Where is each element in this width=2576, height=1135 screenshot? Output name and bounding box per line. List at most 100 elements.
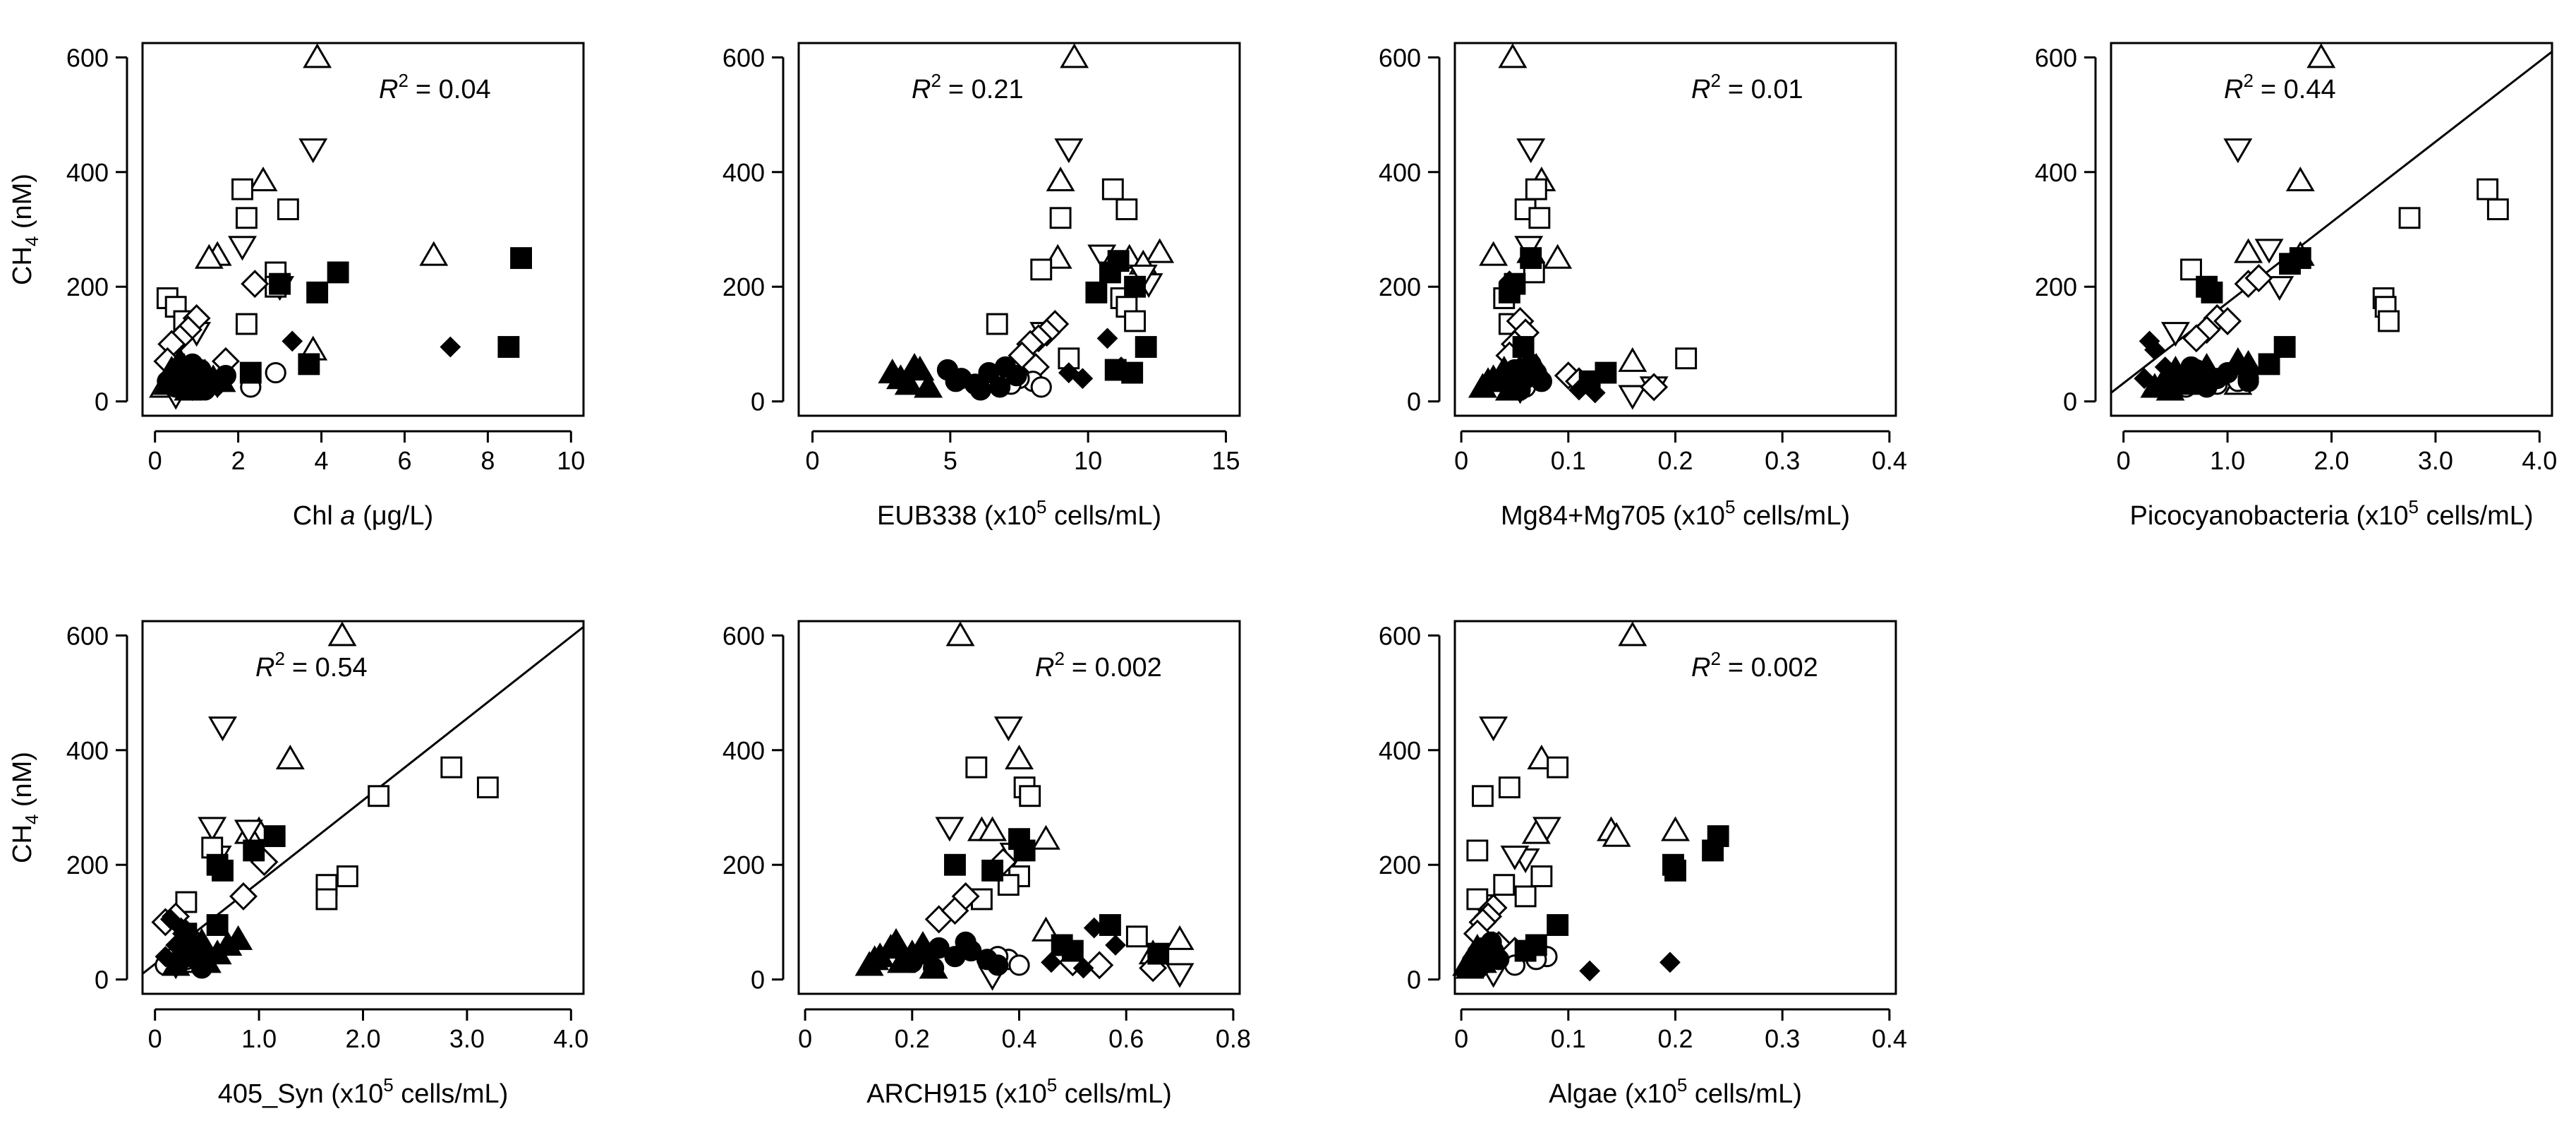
point-filled-square (298, 353, 320, 376)
point-open-square (1493, 874, 1516, 896)
point-open-up-triangle (2306, 43, 2336, 68)
point-open-up-triangle (1479, 241, 1508, 266)
x-axis-label: Algae (x105 cells/mL) (1549, 1074, 1802, 1109)
point-open-up-triangle (419, 241, 449, 266)
r-squared-label: R2 = 0.21 (912, 70, 1024, 104)
point-filled-square (944, 853, 966, 876)
point-open-square (1019, 785, 1041, 807)
point-open-down-triangle (298, 138, 328, 164)
r-squared-value: = 0.01 (1728, 75, 1803, 104)
x-axis-label-part: 405_Syn (x10 (218, 1079, 384, 1109)
regression-line (2111, 50, 2552, 394)
point-open-down-triangle (1165, 963, 1195, 988)
x-axis-label-part: Mg84+Mg705 (x10 (1501, 501, 1725, 531)
x-axis-label-part: μ (372, 501, 387, 531)
point-filled-diamond (170, 917, 192, 939)
point-open-up-triangle (978, 816, 1008, 841)
point-filled-circle (2196, 376, 2218, 398)
x-tick-label: 0 (1454, 446, 1468, 475)
point-filled-square (1514, 939, 1537, 962)
point-open-down-triangle (2223, 138, 2253, 164)
r-squared-exponent: 2 (398, 70, 408, 91)
point-open-diamond (951, 882, 980, 911)
point-filled-circle (989, 376, 1011, 398)
x-axis-label-part: 5 (2408, 496, 2418, 517)
point-open-square (476, 776, 499, 799)
point-filled-diamond (1579, 960, 1601, 982)
r-squared-symbol: R (1035, 653, 1054, 683)
point-open-square (2398, 207, 2421, 229)
point-filled-diamond (1659, 951, 1681, 973)
y-tick-label: 600 (722, 43, 765, 72)
x-tick-label: 0 (148, 1024, 162, 1053)
point-filled-square (2258, 353, 2280, 376)
point-filled-square (1520, 247, 1542, 270)
point-open-down-triangle (1479, 716, 1508, 742)
point-filled-diamond (1083, 917, 1105, 939)
x-axis-label-part: Picocyanobacteria (x10 (2129, 501, 2408, 531)
point-open-down-triangle (1054, 138, 1084, 164)
point-open-diamond (1085, 951, 1114, 980)
point-filled-circle (1463, 957, 1485, 979)
point-filled-circle (923, 957, 945, 979)
point-filled-diamond (282, 330, 303, 352)
point-filled-square (1099, 914, 1121, 936)
y-tick-label: 0 (2063, 388, 2077, 416)
x-tick-label: 0.4 (1872, 1024, 1907, 1053)
point-filled-triangle (224, 925, 253, 950)
r-squared-symbol: R (912, 75, 931, 104)
point-open-square (235, 207, 258, 229)
point-open-down-triangle (935, 817, 965, 842)
point-filled-square (1135, 336, 1157, 358)
point-filled-triangle (894, 370, 924, 395)
point-open-down-triangle (1516, 138, 1546, 164)
r-squared-exponent: 2 (1054, 648, 1064, 669)
y-tick-label: 600 (66, 621, 109, 650)
point-open-square (1472, 785, 1494, 807)
x-tick-label: 4.0 (553, 1024, 588, 1053)
point-open-up-triangle (327, 621, 357, 647)
point-open-square (277, 198, 299, 221)
y-tick-label: 200 (66, 272, 109, 301)
point-open-up-triangle (275, 744, 305, 770)
r-squared-symbol: R (1691, 75, 1710, 104)
point-open-down-triangle (208, 716, 237, 742)
x-axis-label-part: cells/mL) (2419, 501, 2534, 531)
x-tick-label: 0 (798, 1024, 812, 1053)
point-open-square (1101, 178, 1124, 200)
r-squared-exponent: 2 (1710, 70, 1720, 91)
point-open-square (1466, 839, 1489, 862)
data-points (151, 621, 499, 980)
y-axis-label-part: 4 (21, 236, 42, 246)
point-open-square (1525, 178, 1547, 200)
point-filled-diamond (440, 336, 461, 358)
x-tick-label: 0 (148, 446, 162, 475)
point-filled-circle (2237, 371, 2259, 392)
point-filled-square (243, 839, 265, 862)
point-filled-square (263, 825, 286, 848)
point-filled-circle (1509, 379, 1531, 401)
y-tick-label: 600 (66, 43, 109, 72)
r-squared-exponent: 2 (1710, 648, 1720, 669)
point-filled-circle (987, 954, 1009, 976)
data-points (878, 43, 1175, 401)
x-tick-label: 4 (315, 446, 329, 475)
r-squared-label: R2 = 0.002 (1035, 648, 1162, 683)
point-open-up-triangle (1661, 816, 1690, 841)
point-open-square (1030, 258, 1053, 281)
y-tick-label: 400 (722, 736, 765, 765)
x-axis-label-part: ARCH915 (x10 (866, 1079, 1047, 1109)
point-open-diamond (1640, 373, 1669, 402)
point-open-diamond (241, 270, 270, 299)
y-tick-label: 200 (2035, 272, 2077, 301)
x-tick-label: 1.0 (2210, 446, 2245, 475)
r-squared-label: R2 = 0.002 (1691, 648, 1818, 683)
x-tick-label: 4.0 (2522, 446, 2557, 475)
y-axis-label-part: CH (8, 246, 37, 285)
point-filled-square (327, 261, 349, 284)
x-axis-label-part: 5 (383, 1074, 393, 1095)
point-open-down-triangle (1618, 385, 1647, 410)
point-open-down-triangle (2160, 322, 2190, 347)
point-open-circle (1030, 376, 1052, 398)
plot-frame (141, 42, 585, 417)
